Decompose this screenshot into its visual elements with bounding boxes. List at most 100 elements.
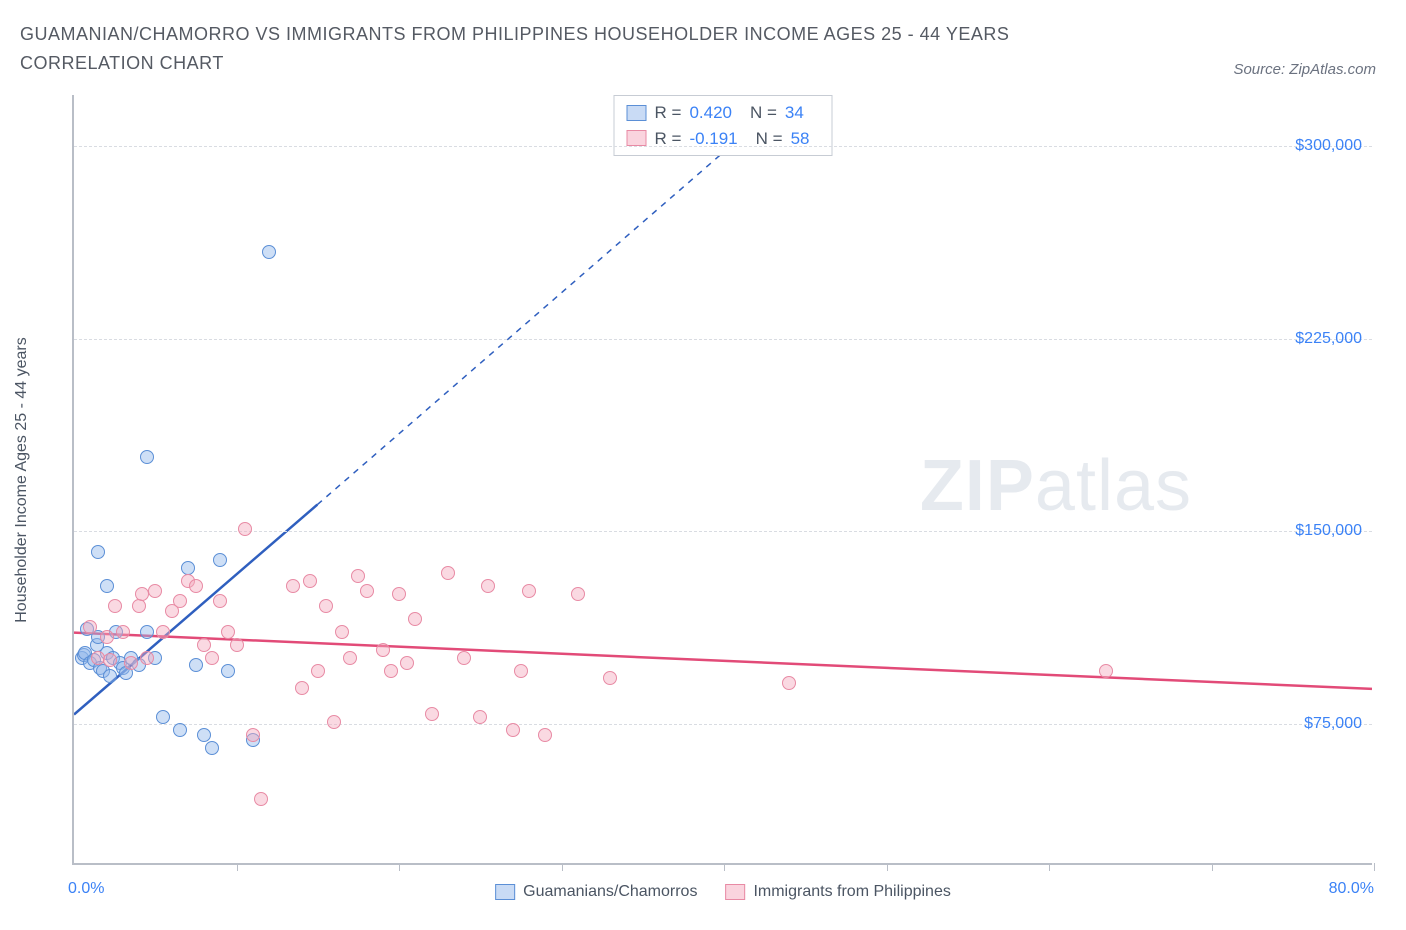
swatch-blue [495, 884, 515, 900]
watermark-bold: ZIP [920, 446, 1035, 526]
gridline [74, 531, 1372, 532]
data-point [135, 587, 149, 601]
data-point [311, 664, 325, 678]
y-tick-label: $300,000 [1295, 137, 1362, 155]
data-point [230, 638, 244, 652]
legend-label-blue: Guamanians/Chamorros [523, 883, 697, 901]
swatch-blue [627, 105, 647, 121]
bottom-legend: Guamanians/Chamorros Immigrants from Phi… [495, 883, 951, 901]
data-point [254, 792, 268, 806]
data-point [286, 579, 300, 593]
data-point [103, 669, 117, 683]
data-point [514, 664, 528, 678]
data-point [384, 664, 398, 678]
n-label: N = [750, 100, 777, 126]
data-point [91, 545, 105, 559]
data-point [441, 566, 455, 580]
data-point [140, 625, 154, 639]
data-point [140, 450, 154, 464]
data-point [1099, 664, 1113, 678]
data-point [156, 625, 170, 639]
data-point [173, 723, 187, 737]
data-point [303, 574, 317, 588]
legend-item-blue: Guamanians/Chamorros [495, 883, 697, 901]
chart-title: GUAMANIAN/CHAMORRO VS IMMIGRANTS FROM PH… [20, 20, 1120, 78]
stats-row-blue: R = 0.420 N = 34 [627, 100, 820, 126]
y-tick-label: $225,000 [1295, 330, 1362, 348]
x-tick [399, 863, 400, 871]
data-point [205, 741, 219, 755]
y-tick-label: $150,000 [1295, 522, 1362, 540]
x-axis-min: 0.0% [68, 880, 104, 898]
plot-container: Householder Income Ages 25 - 44 years ZI… [50, 95, 1390, 865]
gridline [74, 146, 1372, 147]
data-point [246, 728, 260, 742]
data-point [376, 643, 390, 657]
data-point [213, 594, 227, 608]
data-point [319, 599, 333, 613]
watermark-rest: atlas [1035, 446, 1192, 526]
data-point [124, 656, 138, 670]
x-tick [724, 863, 725, 871]
gridline [74, 724, 1372, 725]
data-point [360, 584, 374, 598]
trend-lines [74, 95, 1372, 863]
data-point [327, 715, 341, 729]
data-point [392, 587, 406, 601]
x-tick [1212, 863, 1213, 871]
swatch-pink [627, 130, 647, 146]
data-point [148, 584, 162, 598]
data-point [132, 599, 146, 613]
data-point [205, 651, 219, 665]
data-point [83, 620, 97, 634]
data-point [173, 594, 187, 608]
data-point [473, 710, 487, 724]
header: GUAMANIAN/CHAMORRO VS IMMIGRANTS FROM PH… [0, 0, 1406, 78]
x-tick [237, 863, 238, 871]
gridline [74, 339, 1372, 340]
data-point [262, 245, 276, 259]
r-value-blue: 0.420 [689, 100, 732, 126]
data-point [481, 579, 495, 593]
r-label: R = [655, 100, 682, 126]
data-point [335, 625, 349, 639]
data-point [238, 522, 252, 536]
data-point [538, 728, 552, 742]
data-point [197, 638, 211, 652]
data-point [189, 658, 203, 672]
data-point [221, 625, 235, 639]
y-axis-label: Householder Income Ages 25 - 44 years [13, 337, 31, 623]
watermark: ZIPatlas [920, 445, 1192, 527]
data-point [108, 599, 122, 613]
swatch-pink [725, 884, 745, 900]
data-point [103, 653, 117, 667]
data-point [100, 630, 114, 644]
data-point [213, 553, 227, 567]
y-tick-label: $75,000 [1304, 715, 1362, 733]
n-value-blue: 34 [785, 100, 804, 126]
data-point [351, 569, 365, 583]
data-point [408, 612, 422, 626]
x-tick [1049, 863, 1050, 871]
data-point [400, 656, 414, 670]
data-point [156, 710, 170, 724]
x-tick [887, 863, 888, 871]
data-point [522, 584, 536, 598]
data-point [457, 651, 471, 665]
x-tick [562, 863, 563, 871]
data-point [506, 723, 520, 737]
legend-item-pink: Immigrants from Philippines [725, 883, 950, 901]
x-tick [1374, 863, 1375, 871]
data-point [189, 579, 203, 593]
data-point [425, 707, 439, 721]
scatter-plot: ZIPatlas R = 0.420 N = 34 R = -0.191 N =… [72, 95, 1372, 865]
data-point [116, 625, 130, 639]
data-point [343, 651, 357, 665]
legend-label-pink: Immigrants from Philippines [753, 883, 950, 901]
data-point [221, 664, 235, 678]
x-axis-max: 80.0% [1329, 880, 1374, 898]
data-point [295, 681, 309, 695]
source-label: Source: ZipAtlas.com [1233, 61, 1376, 78]
data-point [571, 587, 585, 601]
data-point [100, 579, 114, 593]
